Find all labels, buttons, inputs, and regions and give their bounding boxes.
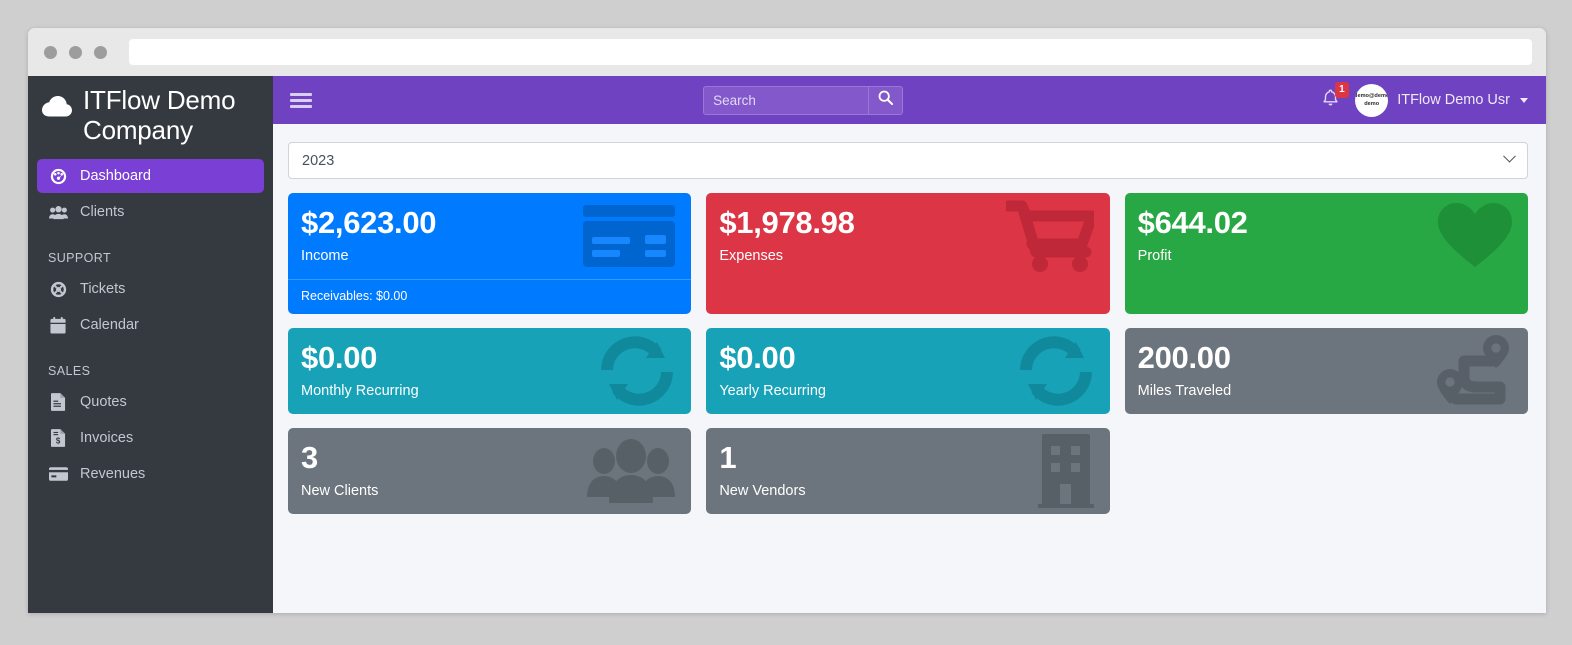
sidebar-item-tickets[interactable]: Tickets xyxy=(37,272,264,306)
main-area: 1 demo@demo demo ITFlow Demo Usr 2023 xyxy=(273,76,1546,613)
file-quote-icon xyxy=(47,393,69,412)
notification-badge: 1 xyxy=(1334,81,1350,98)
user-name-label: ITFlow Demo Usr xyxy=(1397,92,1510,108)
heart-icon xyxy=(1437,203,1512,269)
stat-card-footer: Receivables: $0.00 xyxy=(288,279,692,314)
sidebar: ITFlow Demo Company xyxy=(28,76,273,613)
sidebar-item-label: Dashboard xyxy=(80,168,151,185)
route-icon xyxy=(1434,335,1512,407)
user-menu[interactable]: demo@demo demo ITFlow Demo Usr xyxy=(1355,83,1532,117)
file-invoice-dollar-icon: $ xyxy=(47,429,69,448)
users-icon xyxy=(47,203,69,221)
stat-card-profit[interactable]: $644.02 Profit xyxy=(1124,193,1528,314)
stat-card-label: Monthly Recurring xyxy=(301,383,419,400)
top-navbar: 1 demo@demo demo ITFlow Demo Usr xyxy=(273,76,1546,124)
stat-card-value: $1,978.98 xyxy=(719,205,855,240)
stat-card-value: $0.00 xyxy=(719,340,796,375)
speedometer-icon xyxy=(47,167,69,185)
sidebar-item-label: Calendar xyxy=(80,317,139,334)
search-button[interactable] xyxy=(868,85,904,115)
building-icon xyxy=(1037,434,1094,508)
avatar: demo@demo demo xyxy=(1355,83,1389,117)
sync-icon xyxy=(599,336,675,406)
credit-card-icon xyxy=(583,205,676,267)
stat-card-row-spacer xyxy=(1125,428,1528,514)
minimize-window-dot[interactable] xyxy=(69,45,82,59)
stat-card-label: New Vendors xyxy=(719,483,806,500)
sidebar-item-label: Tickets xyxy=(80,281,126,298)
stat-card-value: 200.00 xyxy=(1137,340,1231,375)
cloud-icon xyxy=(42,94,72,124)
sidebar-item-label: Invoices xyxy=(80,430,134,447)
close-window-dot[interactable] xyxy=(44,45,57,59)
topbar-right-group: 1 demo@demo demo ITFlow Demo Usr xyxy=(1294,81,1532,117)
stat-card-label: Expenses xyxy=(719,248,784,265)
hamburger-icon[interactable] xyxy=(290,89,312,111)
shopping-cart-icon xyxy=(1002,200,1098,272)
window-controls xyxy=(44,45,107,59)
year-filter-select[interactable]: 2023 xyxy=(288,142,1528,179)
chevron-down-icon xyxy=(1503,149,1516,163)
sidebar-nav: Dashboard Clients xyxy=(28,151,273,491)
stat-card-label: Income xyxy=(301,248,349,265)
search-input[interactable] xyxy=(703,85,869,115)
stat-card-value: $2,623.00 xyxy=(301,205,437,240)
browser-window: ITFlow Demo Company xyxy=(28,28,1546,613)
stat-card-value: $0.00 xyxy=(301,340,378,375)
sync-icon xyxy=(1018,336,1094,406)
avatar-line-2: demo xyxy=(1364,101,1380,107)
sidebar-item-label: Quotes xyxy=(80,394,127,411)
sidebar-item-clients[interactable]: Clients xyxy=(37,195,264,229)
dashboard-content: 2023 $2,623.00 Income xyxy=(273,124,1546,613)
sidebar-group-header-support: SUPPORT xyxy=(48,251,111,266)
users-icon xyxy=(587,439,676,503)
sidebar-item-dashboard[interactable]: Dashboard xyxy=(37,159,264,194)
credit-card-icon xyxy=(47,465,69,483)
stat-card-label: New Clients xyxy=(301,483,379,500)
stat-card-value: 3 xyxy=(301,440,318,475)
bell-icon xyxy=(1322,88,1339,112)
calendar-icon xyxy=(47,316,69,334)
stat-card-label: Yearly Recurring xyxy=(719,383,826,400)
application-viewport: ITFlow Demo Company xyxy=(28,76,1546,613)
year-filter-value: 2023 xyxy=(302,152,335,169)
browser-toolbar xyxy=(28,28,1546,76)
stat-card-expenses[interactable]: $1,978.98 Expenses xyxy=(706,193,1110,314)
avatar-line-1: demo@demo xyxy=(1355,92,1389,99)
search-bar xyxy=(703,85,904,115)
sidebar-item-label: Clients xyxy=(80,204,125,221)
stat-card-value: $644.02 xyxy=(1137,205,1248,240)
sidebar-item-label: Revenues xyxy=(80,466,146,483)
svg-text:$: $ xyxy=(55,437,60,446)
life-ring-icon xyxy=(47,280,69,298)
stat-card-yearly-recurring[interactable]: $0.00 Yearly Recurring xyxy=(706,328,1110,414)
stat-card-monthly-recurring[interactable]: $0.00 Monthly Recurring xyxy=(288,328,692,414)
sidebar-item-invoices[interactable]: $ Invoices xyxy=(37,421,264,455)
sidebar-brand-label: ITFlow Demo Company xyxy=(83,85,236,145)
stat-card-value: 1 xyxy=(719,440,737,475)
sidebar-item-quotes[interactable]: Quotes xyxy=(37,385,264,419)
stat-card-label: Miles Traveled xyxy=(1137,383,1232,400)
sidebar-brand[interactable]: ITFlow Demo Company xyxy=(28,76,273,151)
stat-card-label: Profit xyxy=(1137,248,1172,265)
stat-card-miles-traveled[interactable]: 200.00 Miles Traveled xyxy=(1124,328,1528,414)
search-icon xyxy=(878,90,894,110)
stat-card-income[interactable]: $2,623.00 Income xyxy=(288,193,692,314)
stat-card-row: 3 New Clients xyxy=(288,428,1528,514)
notifications-button[interactable]: 1 xyxy=(1312,81,1355,112)
sidebar-group-header-sales: SALES xyxy=(48,364,91,379)
address-bar[interactable] xyxy=(129,39,1532,65)
caret-down-icon xyxy=(1519,97,1528,103)
sidebar-item-calendar[interactable]: Calendar xyxy=(37,308,264,342)
stat-card-new-vendors[interactable]: 1 New Vendors xyxy=(706,428,1110,514)
stat-card-new-clients[interactable]: 3 New Clients xyxy=(288,428,692,514)
stat-card-row: $2,623.00 Income xyxy=(288,193,1528,314)
stat-card-row: $0.00 Monthly Recurring xyxy=(288,328,1528,414)
sidebar-item-revenues[interactable]: Revenues xyxy=(37,457,264,491)
maximize-window-dot[interactable] xyxy=(94,45,107,59)
